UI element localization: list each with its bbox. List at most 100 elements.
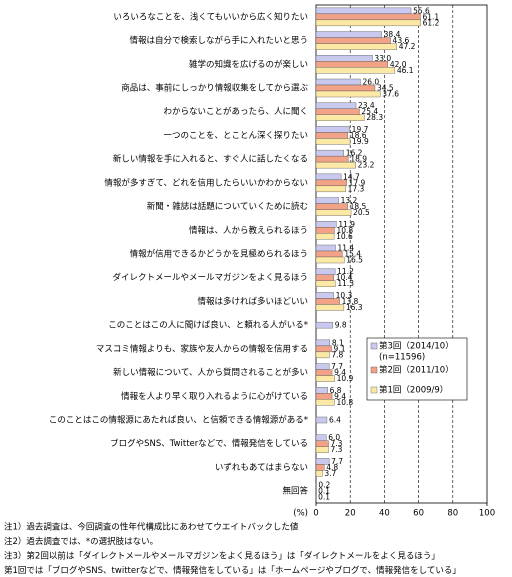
- value-label: 7.8: [331, 350, 343, 359]
- bar: [315, 102, 357, 109]
- value-label: 18.6: [350, 131, 367, 140]
- category-label: 新しい情報について、人から質問されることが多い: [113, 367, 308, 378]
- value-label: 11.2: [337, 267, 354, 276]
- bar: [315, 274, 334, 281]
- value-label: 10.8: [336, 226, 353, 235]
- value-label: 42.0: [390, 60, 407, 69]
- value-label: 18.5: [350, 202, 367, 211]
- legend-label: 第2回（2011/10）: [379, 365, 454, 376]
- bar: [315, 173, 342, 181]
- value-label: 7.7: [331, 457, 343, 466]
- bar: [315, 126, 350, 133]
- category-label: このことはこの情報源にあたれば良い、と信頼できる情報源がある*: [49, 415, 308, 426]
- value-label: 61.1: [422, 12, 439, 21]
- x-tick-label: 20: [345, 509, 356, 519]
- value-label: 25.4: [361, 107, 378, 116]
- note: 注1）過去調査は、今回調査の性年代構成比にあわせてウエイトバックした値: [4, 522, 299, 533]
- value-label: 61.2: [423, 18, 440, 27]
- category-label: いろいろなことを、浅くてもいいから広く知りたい: [113, 11, 308, 22]
- value-label: 11.9: [338, 220, 355, 229]
- bar: [315, 292, 334, 299]
- value-label: 9.8: [335, 321, 347, 330]
- bar: [315, 84, 376, 92]
- x-tick-label: 40: [379, 509, 390, 519]
- bar: [315, 440, 329, 447]
- value-label: 10.8: [336, 398, 353, 407]
- bar: [315, 185, 346, 193]
- value-label: 17.3: [348, 184, 365, 193]
- bar: [315, 55, 373, 62]
- x-tick-label: 60: [413, 509, 424, 519]
- category-label: ダイレクトメールやメールマガジンをよく見るほう: [112, 272, 308, 283]
- bar: [315, 7, 412, 15]
- bar: [315, 67, 396, 74]
- bar: [315, 256, 345, 264]
- value-label: 55.6: [413, 6, 430, 15]
- value-label: 6.0: [328, 433, 340, 442]
- value-label: 13.2: [341, 196, 358, 205]
- bar: [315, 481, 317, 489]
- category-label: マスコミ情報よりも、家族や友人からの情報を信用する: [96, 343, 308, 354]
- bar: [315, 304, 345, 311]
- value-label: 7.7: [331, 362, 343, 371]
- value-label: 16.5: [346, 256, 363, 265]
- value-label: 6.4: [329, 416, 341, 425]
- value-label: 13.8: [342, 297, 359, 306]
- bar: [315, 470, 323, 477]
- x-axis-label: (%): [293, 509, 308, 519]
- category-label: このことはこの人に聞けば良い、と頼れる人がいる*: [108, 320, 308, 331]
- value-label: 0.1: [318, 493, 330, 502]
- bar: [315, 244, 336, 252]
- bar: [315, 197, 339, 204]
- bar: [315, 387, 328, 394]
- bar: [315, 149, 344, 157]
- x-tick-label: 0: [313, 509, 318, 519]
- bar: [315, 209, 352, 216]
- legend-note: (n=11596): [379, 353, 425, 363]
- bar: [315, 339, 331, 347]
- value-label: 11.3: [337, 279, 354, 288]
- bar: [315, 155, 349, 163]
- value-label: 8.1: [332, 338, 344, 347]
- value-label: 28.3: [366, 113, 383, 122]
- bar: [315, 161, 356, 169]
- note: 注2）過去調査では、*の選択肢はない。: [4, 536, 158, 547]
- category-label: 新しい情報を手に入れると、すぐ人に話したくなる: [113, 154, 308, 165]
- value-label: 10.3: [336, 291, 353, 300]
- bar: [315, 13, 421, 21]
- bar: [315, 78, 361, 86]
- value-label: 7.3: [330, 445, 342, 454]
- value-label: 14.7: [343, 172, 360, 181]
- bar: [315, 138, 351, 145]
- value-label: 3.7: [324, 469, 336, 478]
- value-label: 9.4: [334, 392, 346, 401]
- bar: [315, 19, 421, 27]
- bar: [315, 31, 382, 38]
- bar: [315, 298, 340, 305]
- value-label: 15.4: [344, 250, 361, 259]
- bar: [315, 179, 347, 187]
- bar: [315, 393, 333, 400]
- value-label: 10.9: [337, 374, 354, 383]
- value-label: 38.4: [384, 30, 401, 39]
- value-label: 9.4: [334, 368, 346, 377]
- bar: [315, 375, 335, 382]
- value-label: 10.6: [336, 232, 353, 241]
- x-tick-label: 80: [447, 509, 458, 519]
- bar: [315, 363, 330, 370]
- bar: [315, 203, 348, 210]
- legend-swatch: [370, 342, 378, 350]
- category-label: 情報は、人から教えられるほう: [189, 225, 308, 236]
- value-label: 23.4: [358, 101, 375, 110]
- value-label: 34.5: [377, 84, 394, 93]
- bar: [315, 108, 360, 115]
- note: 第1回では「ブログやSNS、twitterなどで、情報発信をしている」は「ホーム…: [4, 565, 461, 576]
- bar: [315, 61, 389, 68]
- category-label: 情報が信用できるかどうかを見極められるほう: [130, 249, 308, 260]
- category-label: 商品は、事前にしっかり情報収集をしてから選ぶ: [121, 83, 308, 94]
- bar: [315, 321, 333, 329]
- bar: [315, 416, 328, 424]
- category-label: 一つのことを、とことん深く探りたい: [163, 130, 308, 141]
- value-label: 23.2: [358, 161, 375, 170]
